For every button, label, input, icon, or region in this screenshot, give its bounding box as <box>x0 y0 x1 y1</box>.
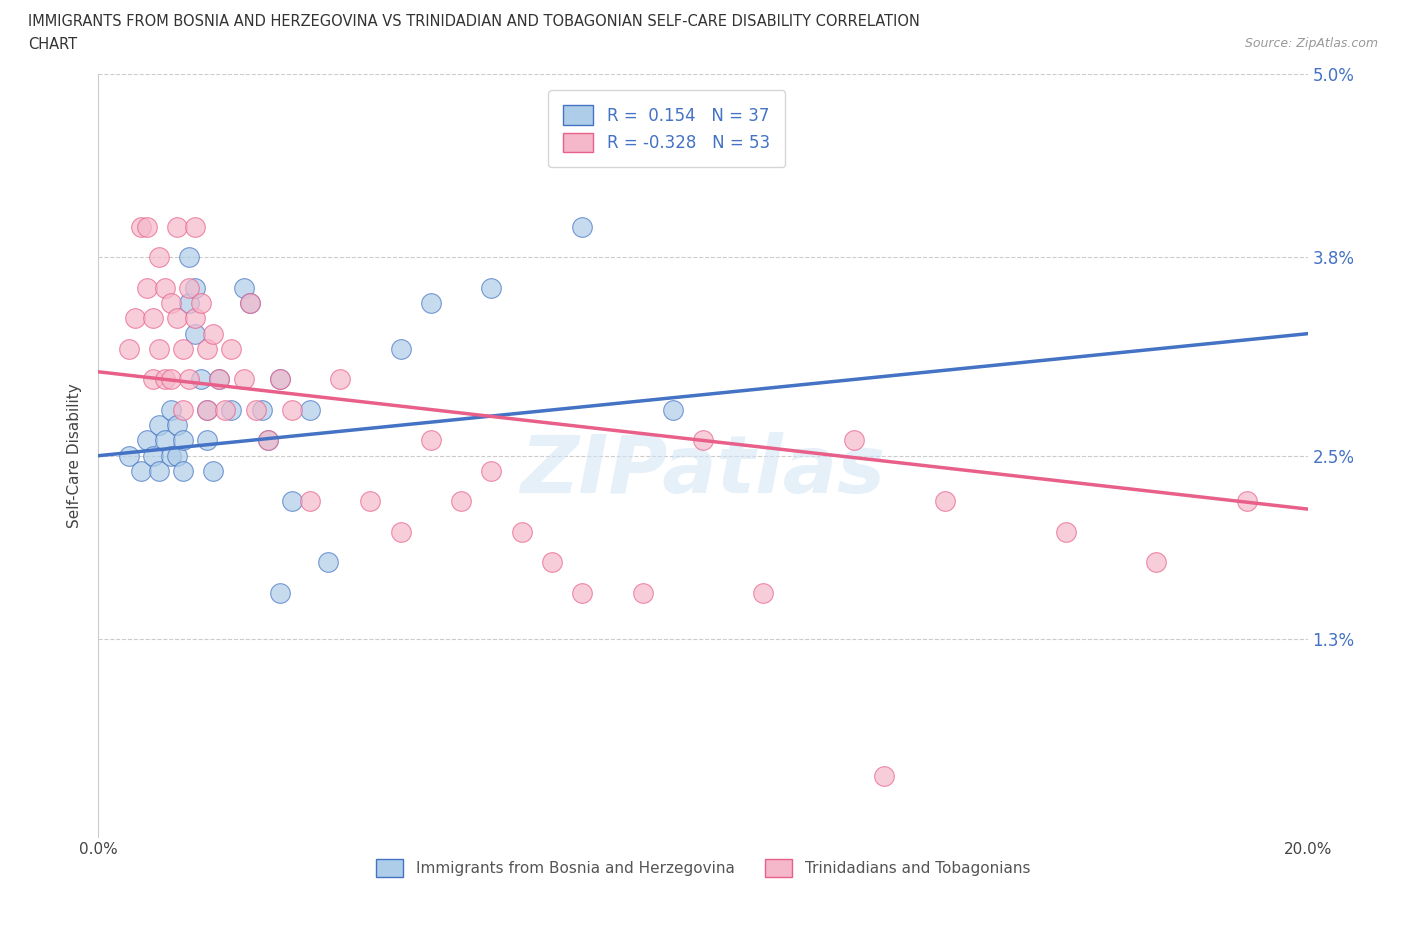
Point <box>221 341 243 356</box>
Point <box>135 219 157 234</box>
Point <box>129 463 152 478</box>
Point <box>450 494 472 509</box>
Point <box>256 433 278 448</box>
Point <box>1054 525 1077 539</box>
Point <box>160 403 183 418</box>
Point <box>148 341 170 356</box>
Point <box>142 311 165 325</box>
Point <box>269 372 291 387</box>
Point <box>148 250 170 265</box>
Point <box>160 372 183 387</box>
Point <box>239 296 262 311</box>
Point <box>873 768 896 783</box>
Point <box>172 403 194 418</box>
Point <box>389 341 412 356</box>
Point <box>190 372 212 387</box>
Point <box>129 219 152 234</box>
Point <box>481 281 503 296</box>
Point <box>195 403 218 418</box>
Point <box>934 494 956 509</box>
Point <box>148 463 170 478</box>
Legend: Immigrants from Bosnia and Herzegovina, Trinidadians and Tobagonians: Immigrants from Bosnia and Herzegovina, … <box>370 853 1036 883</box>
Point <box>160 296 183 311</box>
Point <box>184 219 207 234</box>
Point <box>510 525 533 539</box>
Point <box>208 372 231 387</box>
Point <box>202 326 225 341</box>
Point <box>179 372 201 387</box>
Point <box>184 281 207 296</box>
Point <box>148 418 170 432</box>
Point <box>166 219 188 234</box>
Text: IMMIGRANTS FROM BOSNIA AND HERZEGOVINA VS TRINIDADIAN AND TOBAGONIAN SELF-CARE D: IMMIGRANTS FROM BOSNIA AND HERZEGOVINA V… <box>28 14 920 29</box>
Point <box>190 296 212 311</box>
Point <box>661 403 683 418</box>
Point <box>239 296 262 311</box>
Point <box>232 281 254 296</box>
Point <box>208 372 231 387</box>
Point <box>214 403 236 418</box>
Point <box>752 586 775 601</box>
Point <box>184 326 207 341</box>
Point <box>1236 494 1258 509</box>
Point <box>135 433 157 448</box>
Point <box>389 525 412 539</box>
Point <box>172 463 194 478</box>
Point <box>245 403 267 418</box>
Point <box>540 555 562 570</box>
Point <box>269 586 291 601</box>
Point <box>281 403 304 418</box>
Point <box>172 341 194 356</box>
Point <box>299 403 322 418</box>
Point <box>202 463 225 478</box>
Point <box>124 311 146 325</box>
Point <box>844 433 866 448</box>
Point <box>195 341 218 356</box>
Point <box>153 433 176 448</box>
Point <box>232 372 254 387</box>
Point <box>221 403 243 418</box>
Point <box>195 403 218 418</box>
Text: ZIPatlas: ZIPatlas <box>520 432 886 510</box>
Point <box>153 281 176 296</box>
Point <box>420 433 443 448</box>
Point <box>118 341 141 356</box>
Point <box>281 494 304 509</box>
Text: Source: ZipAtlas.com: Source: ZipAtlas.com <box>1244 37 1378 50</box>
Point <box>316 555 339 570</box>
Point <box>160 448 183 463</box>
Text: CHART: CHART <box>28 37 77 52</box>
Point <box>195 433 218 448</box>
Point <box>250 403 273 418</box>
Point <box>256 433 278 448</box>
Point <box>166 448 188 463</box>
Point <box>179 250 201 265</box>
Point <box>631 586 654 601</box>
Point <box>142 448 165 463</box>
Point <box>481 463 503 478</box>
Point <box>571 219 593 234</box>
Point <box>692 433 714 448</box>
Point <box>153 372 176 387</box>
Point <box>135 281 157 296</box>
Point <box>571 586 593 601</box>
Point <box>1144 555 1167 570</box>
Point <box>269 372 291 387</box>
Point <box>184 311 207 325</box>
Point <box>166 418 188 432</box>
Point <box>179 296 201 311</box>
Point <box>179 281 201 296</box>
Point <box>360 494 382 509</box>
Y-axis label: Self-Care Disability: Self-Care Disability <box>67 383 83 528</box>
Point <box>166 311 188 325</box>
Point <box>142 372 165 387</box>
Point <box>172 433 194 448</box>
Point <box>420 296 443 311</box>
Point <box>118 448 141 463</box>
Point <box>299 494 322 509</box>
Point <box>329 372 352 387</box>
